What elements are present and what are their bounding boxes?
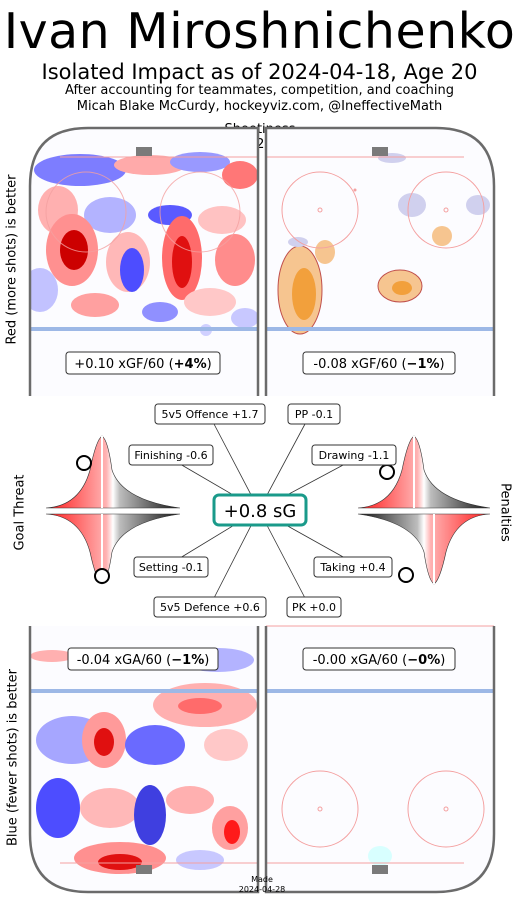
component-defence: 5v5 Defence +0.6 <box>153 596 267 618</box>
byline-author: Micah Blake McCurdy, hockeyviz.com, @Ine… <box>76 99 443 114</box>
penalties-violin <box>357 435 491 585</box>
page-title: Ivan Miroshnichenko <box>3 3 516 60</box>
overall-impact: +0.8 sG <box>212 493 308 527</box>
svg-text:Taking +0.4: Taking +0.4 <box>319 561 385 574</box>
component-drawing: Drawing -1.1 <box>311 444 397 466</box>
goal-net <box>136 147 152 156</box>
svg-text:5v5 Offence +1.7: 5v5 Offence +1.7 <box>161 408 258 421</box>
component-pp: PP -0.1 <box>287 403 341 425</box>
svg-text:-0.00 xGA/60 (−0%): -0.00 xGA/60 (−0%) <box>313 653 446 668</box>
svg-text:5v5 Defence +0.6: 5v5 Defence +0.6 <box>160 601 260 614</box>
component-offence: 5v5 Offence +1.7 <box>154 403 266 425</box>
svg-text:+0.8 sG: +0.8 sG <box>224 501 297 522</box>
rink-bottom-left <box>28 626 260 894</box>
drawing-marker <box>379 464 395 480</box>
heatmap-penalty-kill <box>281 770 485 866</box>
rink-top-right <box>264 126 496 396</box>
goal-threat-violin <box>45 435 181 585</box>
rink-label-top-right: -0.08 xGF/60 (−1%) <box>302 351 456 375</box>
component-setting: Setting -0.1 <box>133 556 209 578</box>
goal-net <box>136 865 152 874</box>
setting-marker <box>94 568 110 584</box>
goal-net <box>372 865 388 874</box>
svg-text:+0.10 xGF/60 (+4%): +0.10 xGF/60 (+4%) <box>74 357 211 372</box>
svg-text:-0.04 xGA/60 (−1%): -0.04 xGA/60 (−1%) <box>77 653 210 668</box>
heatmap-defence-5v5 <box>30 648 257 874</box>
heatmap-powerplay <box>277 153 490 335</box>
made-label: Made <box>251 875 273 884</box>
page-subtitle: Isolated Impact as of 2024-04-18, Age 20 <box>41 60 478 84</box>
taking-marker <box>398 567 414 583</box>
rink-label-bottom-left: -0.04 xGA/60 (−1%) <box>67 647 219 671</box>
rink-bottom-right <box>264 625 496 894</box>
rink-label-top-left: +0.10 xGF/60 (+4%) <box>65 351 221 375</box>
svg-text:-0.08 xGF/60 (−1%): -0.08 xGF/60 (−1%) <box>313 357 444 372</box>
rink-label-bottom-right: -0.00 xGA/60 (−0%) <box>302 647 456 671</box>
svg-text:PK +0.0: PK +0.0 <box>292 601 336 614</box>
svg-text:Drawing -1.1: Drawing -1.1 <box>319 449 390 462</box>
made-stamp: Made 2024-04-28 <box>232 875 292 895</box>
component-pk: PK +0.0 <box>286 596 342 618</box>
component-finishing: Finishing -0.6 <box>128 444 214 466</box>
byline-method: After accounting for teammates, competit… <box>65 83 454 98</box>
svg-text:Finishing -0.6: Finishing -0.6 <box>134 449 207 462</box>
svg-text:Setting -0.1: Setting -0.1 <box>139 561 203 574</box>
finishing-marker <box>76 455 92 471</box>
goal-net <box>372 147 388 156</box>
component-taking: Taking +0.4 <box>313 556 393 578</box>
svg-text:PP -0.1: PP -0.1 <box>295 408 333 421</box>
rink-top-left <box>28 126 260 396</box>
heatmap-offence-5v5 <box>30 152 258 336</box>
made-date: 2024-04-28 <box>238 885 286 894</box>
